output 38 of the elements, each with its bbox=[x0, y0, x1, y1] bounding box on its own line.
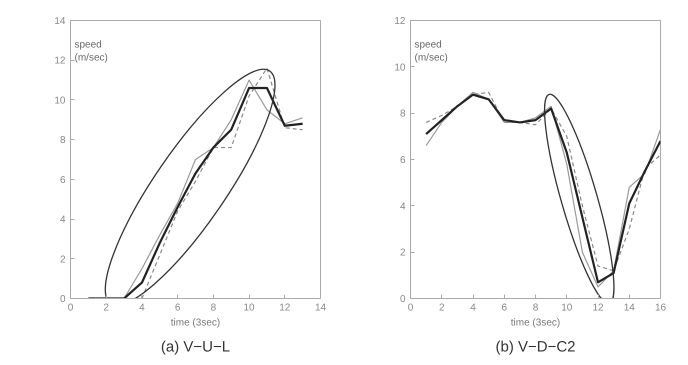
y-tick-label: 4 bbox=[400, 201, 406, 212]
y-tick-label: 10 bbox=[54, 95, 66, 106]
y-axis-title: speed (m/sec) bbox=[414, 39, 448, 64]
x-tick-label: 0 bbox=[408, 302, 414, 314]
x-tick-label: 6 bbox=[174, 302, 181, 314]
x-tick-label: 12 bbox=[592, 302, 604, 314]
x-tick-label: 14 bbox=[624, 302, 636, 314]
y-tick-label: 0 bbox=[400, 294, 406, 305]
y-tick-label: 12 bbox=[54, 56, 66, 67]
y-tick-label: 0 bbox=[60, 294, 66, 305]
x-tick-label: 12 bbox=[279, 302, 291, 314]
x-tick-label: 4 bbox=[470, 302, 476, 314]
y-tick-label: 4 bbox=[60, 214, 66, 226]
y-tick-label: 14 bbox=[54, 16, 66, 27]
y-tick-label: 2 bbox=[400, 248, 406, 259]
text: (b) V−D−C2 bbox=[495, 338, 576, 356]
x-tick-label: 10 bbox=[244, 302, 256, 314]
y-axis-title: speed (m/sec) bbox=[74, 39, 108, 64]
x-axis-title: time (3sec) bbox=[510, 318, 560, 328]
y-tick-label: 6 bbox=[400, 155, 406, 166]
x-tick-label: 0 bbox=[68, 302, 74, 314]
y-tick-label: 6 bbox=[60, 174, 66, 186]
x-tick-label: 2 bbox=[103, 302, 110, 314]
x-axis-title: time (3sec) bbox=[170, 318, 220, 328]
x-tick-label: 4 bbox=[139, 302, 146, 314]
y-tick-label: 10 bbox=[394, 62, 406, 74]
x-tick-label: 10 bbox=[561, 302, 573, 314]
y-tick-label: 12 bbox=[394, 16, 406, 27]
x-tick-label: 6 bbox=[501, 302, 508, 314]
x-tick-label: 16 bbox=[654, 302, 666, 314]
y-tick-label: 8 bbox=[400, 108, 406, 120]
y-tick-label: 8 bbox=[60, 135, 66, 146]
y-tick-label: 2 bbox=[60, 254, 66, 266]
x-tick-label: 2 bbox=[438, 302, 445, 314]
text: (a) V−U−L bbox=[160, 338, 230, 356]
x-tick-label: 8 bbox=[210, 302, 217, 314]
x-tick-label: 8 bbox=[532, 302, 539, 314]
x-tick-label: 14 bbox=[314, 302, 326, 314]
